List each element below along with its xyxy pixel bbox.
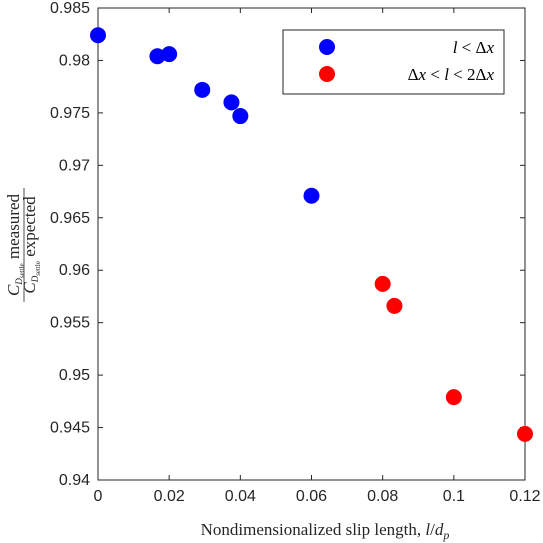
axis-ticks: 0 0.02 0.04 0.06 0.08 0.1 0.12 0.94 0.945 0.95 0.9… xyxy=(50,0,541,505)
y-tick-label: 0.985 xyxy=(50,0,90,17)
data-point-series-1 xyxy=(223,94,240,111)
x-tick-label: 0.08 xyxy=(367,488,398,505)
x-tick-label: 0.1 xyxy=(443,488,465,505)
legend-label-2: Δx < l < 2Δx xyxy=(408,65,495,84)
data-point-series-1 xyxy=(303,187,320,204)
x-axis-label: Nondimensionalized slip length, l/dp xyxy=(201,520,450,542)
data-point-series-2 xyxy=(445,389,462,406)
legend-marker-blue xyxy=(319,39,335,55)
y-tick-label: 0.945 xyxy=(50,420,90,437)
data-point-series-2 xyxy=(386,297,403,314)
data-point-series-2 xyxy=(374,275,391,292)
x-tick-label: 0.04 xyxy=(225,488,256,505)
x-tick-label: 0.02 xyxy=(154,488,185,505)
data-points xyxy=(90,27,533,442)
data-point-series-1 xyxy=(232,108,249,125)
x-tick-label: 0.06 xyxy=(296,488,327,505)
data-point-series-1 xyxy=(90,27,106,44)
data-point-series-2 xyxy=(517,425,533,442)
y-tick-label: 0.955 xyxy=(50,315,90,332)
svg-text:CDsettle expected: CDsettle expected xyxy=(20,196,42,294)
legend-label-1: l < Δx xyxy=(453,38,495,57)
x-tick-label: 0.12 xyxy=(509,488,540,505)
y-axis-label: CDsettle measured CDsettle expected xyxy=(4,188,42,302)
y-tick-label: 0.975 xyxy=(50,105,90,122)
y-tick-label: 0.98 xyxy=(59,52,90,69)
y-tick-label: 0.94 xyxy=(59,472,90,489)
y-tick-label: 0.97 xyxy=(59,157,90,174)
legend: l < Δx Δx < l < 2Δx xyxy=(282,29,505,95)
y-tick-label: 0.95 xyxy=(59,367,90,384)
data-point-series-1 xyxy=(194,81,211,98)
legend-marker-red xyxy=(319,66,335,82)
y-tick-label: 0.965 xyxy=(50,210,90,227)
data-point-series-1 xyxy=(161,46,178,63)
y-tick-label: 0.96 xyxy=(59,262,90,279)
svg-text:CDsettle measured: CDsettle measured xyxy=(4,193,26,296)
x-tick-label: 0 xyxy=(94,488,103,505)
